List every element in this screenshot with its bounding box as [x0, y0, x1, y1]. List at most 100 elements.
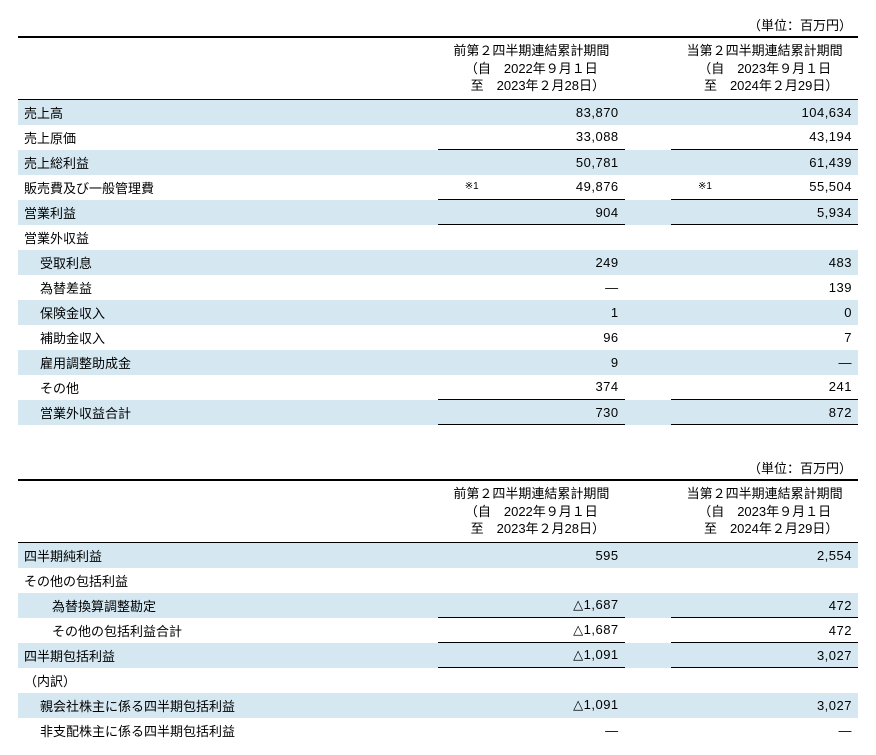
- value-curr: [718, 668, 858, 693]
- row-label: 営業外収益: [18, 225, 438, 250]
- period-curr-header: 当第２四半期連結累計期間 （自 2023年９月１日 至 2024年２月29日）: [671, 37, 858, 99]
- value-curr: 472: [718, 618, 858, 643]
- unit-row: （単位：百万円）: [18, 12, 858, 37]
- value-curr: 43,194: [718, 125, 858, 150]
- table-row: 売上総利益50,78161,439: [18, 150, 858, 175]
- value-prev: [485, 225, 625, 250]
- note-mark: [438, 325, 485, 350]
- value-prev: △1,687: [485, 593, 625, 618]
- note-mark: [671, 718, 718, 743]
- value-prev: [485, 568, 625, 593]
- table-row: 売上高83,870104,634: [18, 99, 858, 125]
- period-curr-header: 当第２四半期連結累計期間 （自 2023年９月１日 至 2024年２月29日）: [671, 480, 858, 542]
- value-prev: 730: [485, 400, 625, 425]
- row-label: その他の包括利益合計: [18, 618, 438, 643]
- note-mark: [438, 400, 485, 425]
- value-prev: 49,876: [485, 175, 625, 200]
- note-mark: [438, 250, 485, 275]
- note-mark: [671, 99, 718, 125]
- value-prev: △1,091: [485, 643, 625, 668]
- value-curr: [718, 568, 858, 593]
- note-mark: [671, 400, 718, 425]
- value-prev: 595: [485, 542, 625, 568]
- table-row: 保険金収入 1 0: [18, 300, 858, 325]
- value-curr: 241: [718, 375, 858, 400]
- row-label: 販売費及び一般管理費: [18, 175, 438, 200]
- row-label: 為替差益: [18, 275, 438, 300]
- table-row: 受取利息249483: [18, 250, 858, 275]
- row-label: 四半期純利益: [18, 542, 438, 568]
- note-mark: [438, 542, 485, 568]
- note-mark: [671, 593, 718, 618]
- note-mark: [438, 200, 485, 225]
- comprehensive-income-table: （単位：百万円） 前第２四半期連結累計期間 （自 2022年９月１日 至 202…: [18, 455, 858, 743]
- value-curr: [718, 225, 858, 250]
- value-prev: 33,088: [485, 125, 625, 150]
- value-curr: 2,554: [718, 542, 858, 568]
- row-label: 補助金収入: [18, 325, 438, 350]
- table-row: 営業外収益合計 730 872: [18, 400, 858, 425]
- note-mark: [671, 693, 718, 718]
- note-mark: [671, 568, 718, 593]
- table-row: 四半期純利益 595 2,554: [18, 542, 858, 568]
- row-label: 売上原価: [18, 125, 438, 150]
- row-label: 非支配株主に係る四半期包括利益: [18, 718, 438, 743]
- note-mark: [671, 325, 718, 350]
- table-row: 為替差益―139: [18, 275, 858, 300]
- table-row: その他の包括利益合計 △1,687 472: [18, 618, 858, 643]
- row-label: 四半期包括利益: [18, 643, 438, 668]
- note-mark: [438, 125, 485, 150]
- header-row: 前第２四半期連結累計期間 （自 2022年９月１日 至 2023年２月28日） …: [18, 480, 858, 542]
- note-mark: [671, 668, 718, 693]
- note-mark: [438, 99, 485, 125]
- note-mark: [438, 668, 485, 693]
- value-prev: [485, 668, 625, 693]
- table-row: 営業利益9045,934: [18, 200, 858, 225]
- note-mark: [438, 350, 485, 375]
- note-mark: ※1: [671, 175, 718, 200]
- value-prev: ―: [485, 275, 625, 300]
- header-row: 前第２四半期連結累計期間 （自 2022年９月１日 至 2023年２月28日） …: [18, 37, 858, 99]
- period-prev-header: 前第２四半期連結累計期間 （自 2022年９月１日 至 2023年２月28日）: [438, 480, 625, 542]
- value-prev: 249: [485, 250, 625, 275]
- note-mark: [671, 542, 718, 568]
- value-curr: 3,027: [718, 693, 858, 718]
- value-prev: △1,687: [485, 618, 625, 643]
- value-prev: 50,781: [485, 150, 625, 175]
- row-label: 営業外収益合計: [18, 400, 438, 425]
- table-row: 売上原価 33,088 43,194: [18, 125, 858, 150]
- value-curr: 872: [718, 400, 858, 425]
- row-label: その他の包括利益: [18, 568, 438, 593]
- note-mark: ※1: [438, 175, 485, 200]
- value-curr: 55,504: [718, 175, 858, 200]
- note-mark: [671, 275, 718, 300]
- row-label: 雇用調整助成金: [18, 350, 438, 375]
- row-label: 売上高: [18, 99, 438, 125]
- value-prev: 1: [485, 300, 625, 325]
- row-label: 保険金収入: [18, 300, 438, 325]
- value-prev: ―: [485, 718, 625, 743]
- row-label: 営業利益: [18, 200, 438, 225]
- note-mark: [671, 225, 718, 250]
- note-mark: [438, 718, 485, 743]
- value-prev: 96: [485, 325, 625, 350]
- value-prev: 904: [485, 200, 625, 225]
- value-curr: 0: [718, 300, 858, 325]
- row-label: 受取利息: [18, 250, 438, 275]
- table-row: 雇用調整助成金9―: [18, 350, 858, 375]
- note-mark: [671, 250, 718, 275]
- note-mark: [671, 150, 718, 175]
- table-row: その他374241: [18, 375, 858, 400]
- note-mark: [671, 125, 718, 150]
- value-curr: 61,439: [718, 150, 858, 175]
- note-mark: [671, 618, 718, 643]
- value-curr: 7: [718, 325, 858, 350]
- note-mark: [438, 593, 485, 618]
- note-mark: [438, 643, 485, 668]
- value-prev: 374: [485, 375, 625, 400]
- note-mark: [671, 375, 718, 400]
- table-row: 親会社株主に係る四半期包括利益△1,0913,027: [18, 693, 858, 718]
- row-label: 為替換算調整勘定: [18, 593, 438, 618]
- note-mark: [438, 225, 485, 250]
- table-row: 補助金収入 96 7: [18, 325, 858, 350]
